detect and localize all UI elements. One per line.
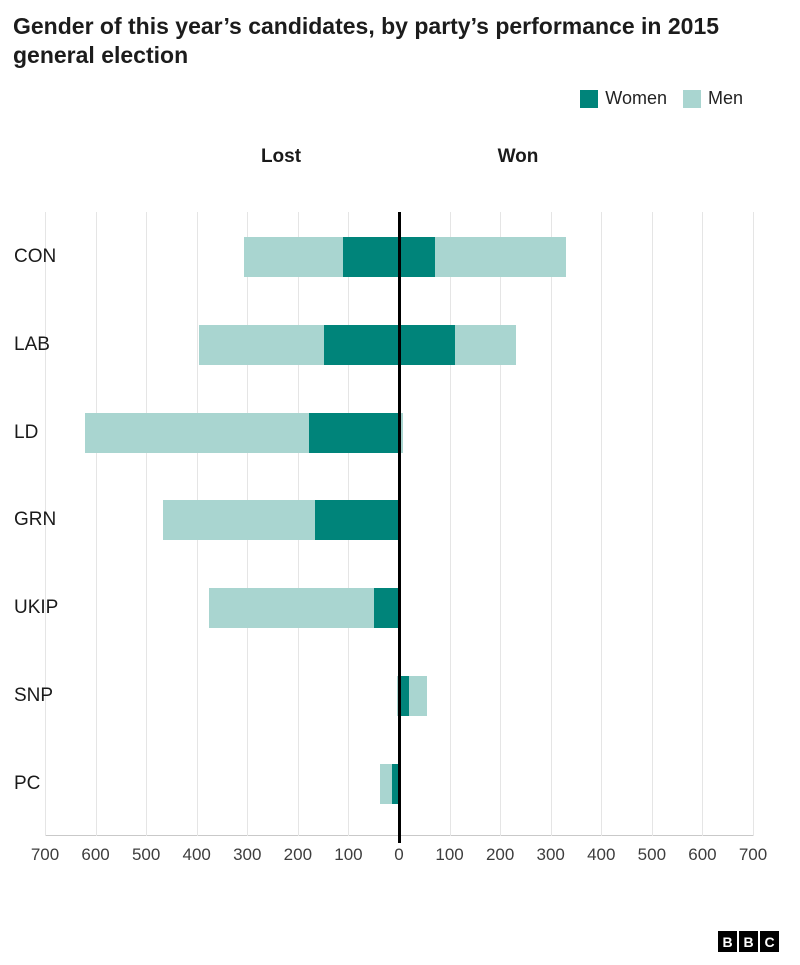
x-axis-ticks: 700 600 500 400 300 200 100 0 100 200 300 400 500 600… (31, 845, 767, 867)
legend-label-women: Women (605, 88, 667, 108)
bar-lab-women-won (399, 324, 456, 365)
legend-swatch-women (580, 89, 599, 108)
x-tick-label: 400 (587, 845, 616, 864)
x-tick-label: 700 (30, 845, 60, 864)
x-tick-label: 0 (394, 845, 404, 864)
row-label-con: CON (14, 246, 57, 267)
zero-axis-line (397, 212, 401, 843)
x-tick-label: 200 (283, 845, 313, 864)
bbc-logo-block: B (718, 931, 737, 952)
bar-ld-men-won (399, 412, 404, 453)
bar-con-men-won (435, 237, 566, 277)
bar-ukip-women-lost (374, 588, 399, 629)
bar-grn-men-lost (162, 500, 316, 541)
x-tick-label: 700 (738, 845, 768, 864)
row-label-grn: GRN (14, 509, 57, 531)
plot-area (45, 212, 754, 843)
x-tick-label: 100 (435, 845, 464, 864)
gridline (753, 212, 754, 836)
row-label-pc: PC (14, 772, 41, 794)
x-tick-label: 100 (334, 845, 363, 864)
x-tick-label: 300 (536, 845, 565, 864)
x-tick-label: 500 (637, 845, 667, 864)
bar-ld-women-lost (308, 412, 399, 453)
x-tick-label: 600 (688, 845, 717, 864)
gridline (146, 212, 148, 836)
gridline (95, 212, 97, 836)
won-label: Won (497, 146, 539, 167)
bbc-logo: B B C (718, 931, 779, 952)
bbc-logo-block: B (739, 931, 758, 952)
bar-pc-women-lost (392, 763, 399, 804)
row-label-ld: LD (14, 421, 39, 443)
bar-grn-women-lost (315, 500, 399, 541)
bar-con-women-won (399, 237, 436, 277)
x-tick-label: 600 (81, 845, 110, 864)
bar-con-men-lost (244, 237, 344, 277)
bar-ukip-men-lost (208, 588, 375, 629)
legend-swatch-men (682, 89, 701, 108)
bar-ld-men-lost (84, 412, 309, 453)
bar-snp-men-won (409, 676, 428, 716)
gridline (651, 212, 653, 836)
row-label-lab: LAB (14, 333, 50, 355)
chart-title: Gender of this year’s candidates, by par… (13, 13, 720, 69)
legend-item-men: Men (682, 88, 743, 109)
lost-label: Lost (260, 146, 302, 167)
bar-snp-women-won (399, 676, 410, 716)
gridline (550, 212, 552, 836)
row-label-snp: SNP (14, 685, 54, 706)
bar-lab-men-won (455, 324, 517, 365)
legend: Women Men (580, 88, 743, 109)
gridline (449, 212, 451, 836)
bar-pc-men-lost (380, 763, 393, 804)
row-label-ukip: UKIP (14, 597, 59, 619)
gridline (702, 212, 704, 836)
bar-lab-women-lost (324, 324, 399, 365)
gridline (500, 212, 502, 836)
bbc-logo-block: C (760, 931, 779, 952)
legend-item-women: Women (580, 88, 667, 109)
x-tick-label: 500 (131, 845, 161, 864)
x-tick-label: 300 (233, 845, 262, 864)
gridline (45, 212, 46, 836)
gridline (601, 212, 603, 836)
bar-lab-men-lost (198, 324, 325, 365)
bar-con-women-lost (343, 237, 399, 277)
x-tick-label: 400 (182, 845, 211, 864)
x-tick-label: 200 (485, 845, 515, 864)
legend-label-men: Men (707, 88, 743, 108)
